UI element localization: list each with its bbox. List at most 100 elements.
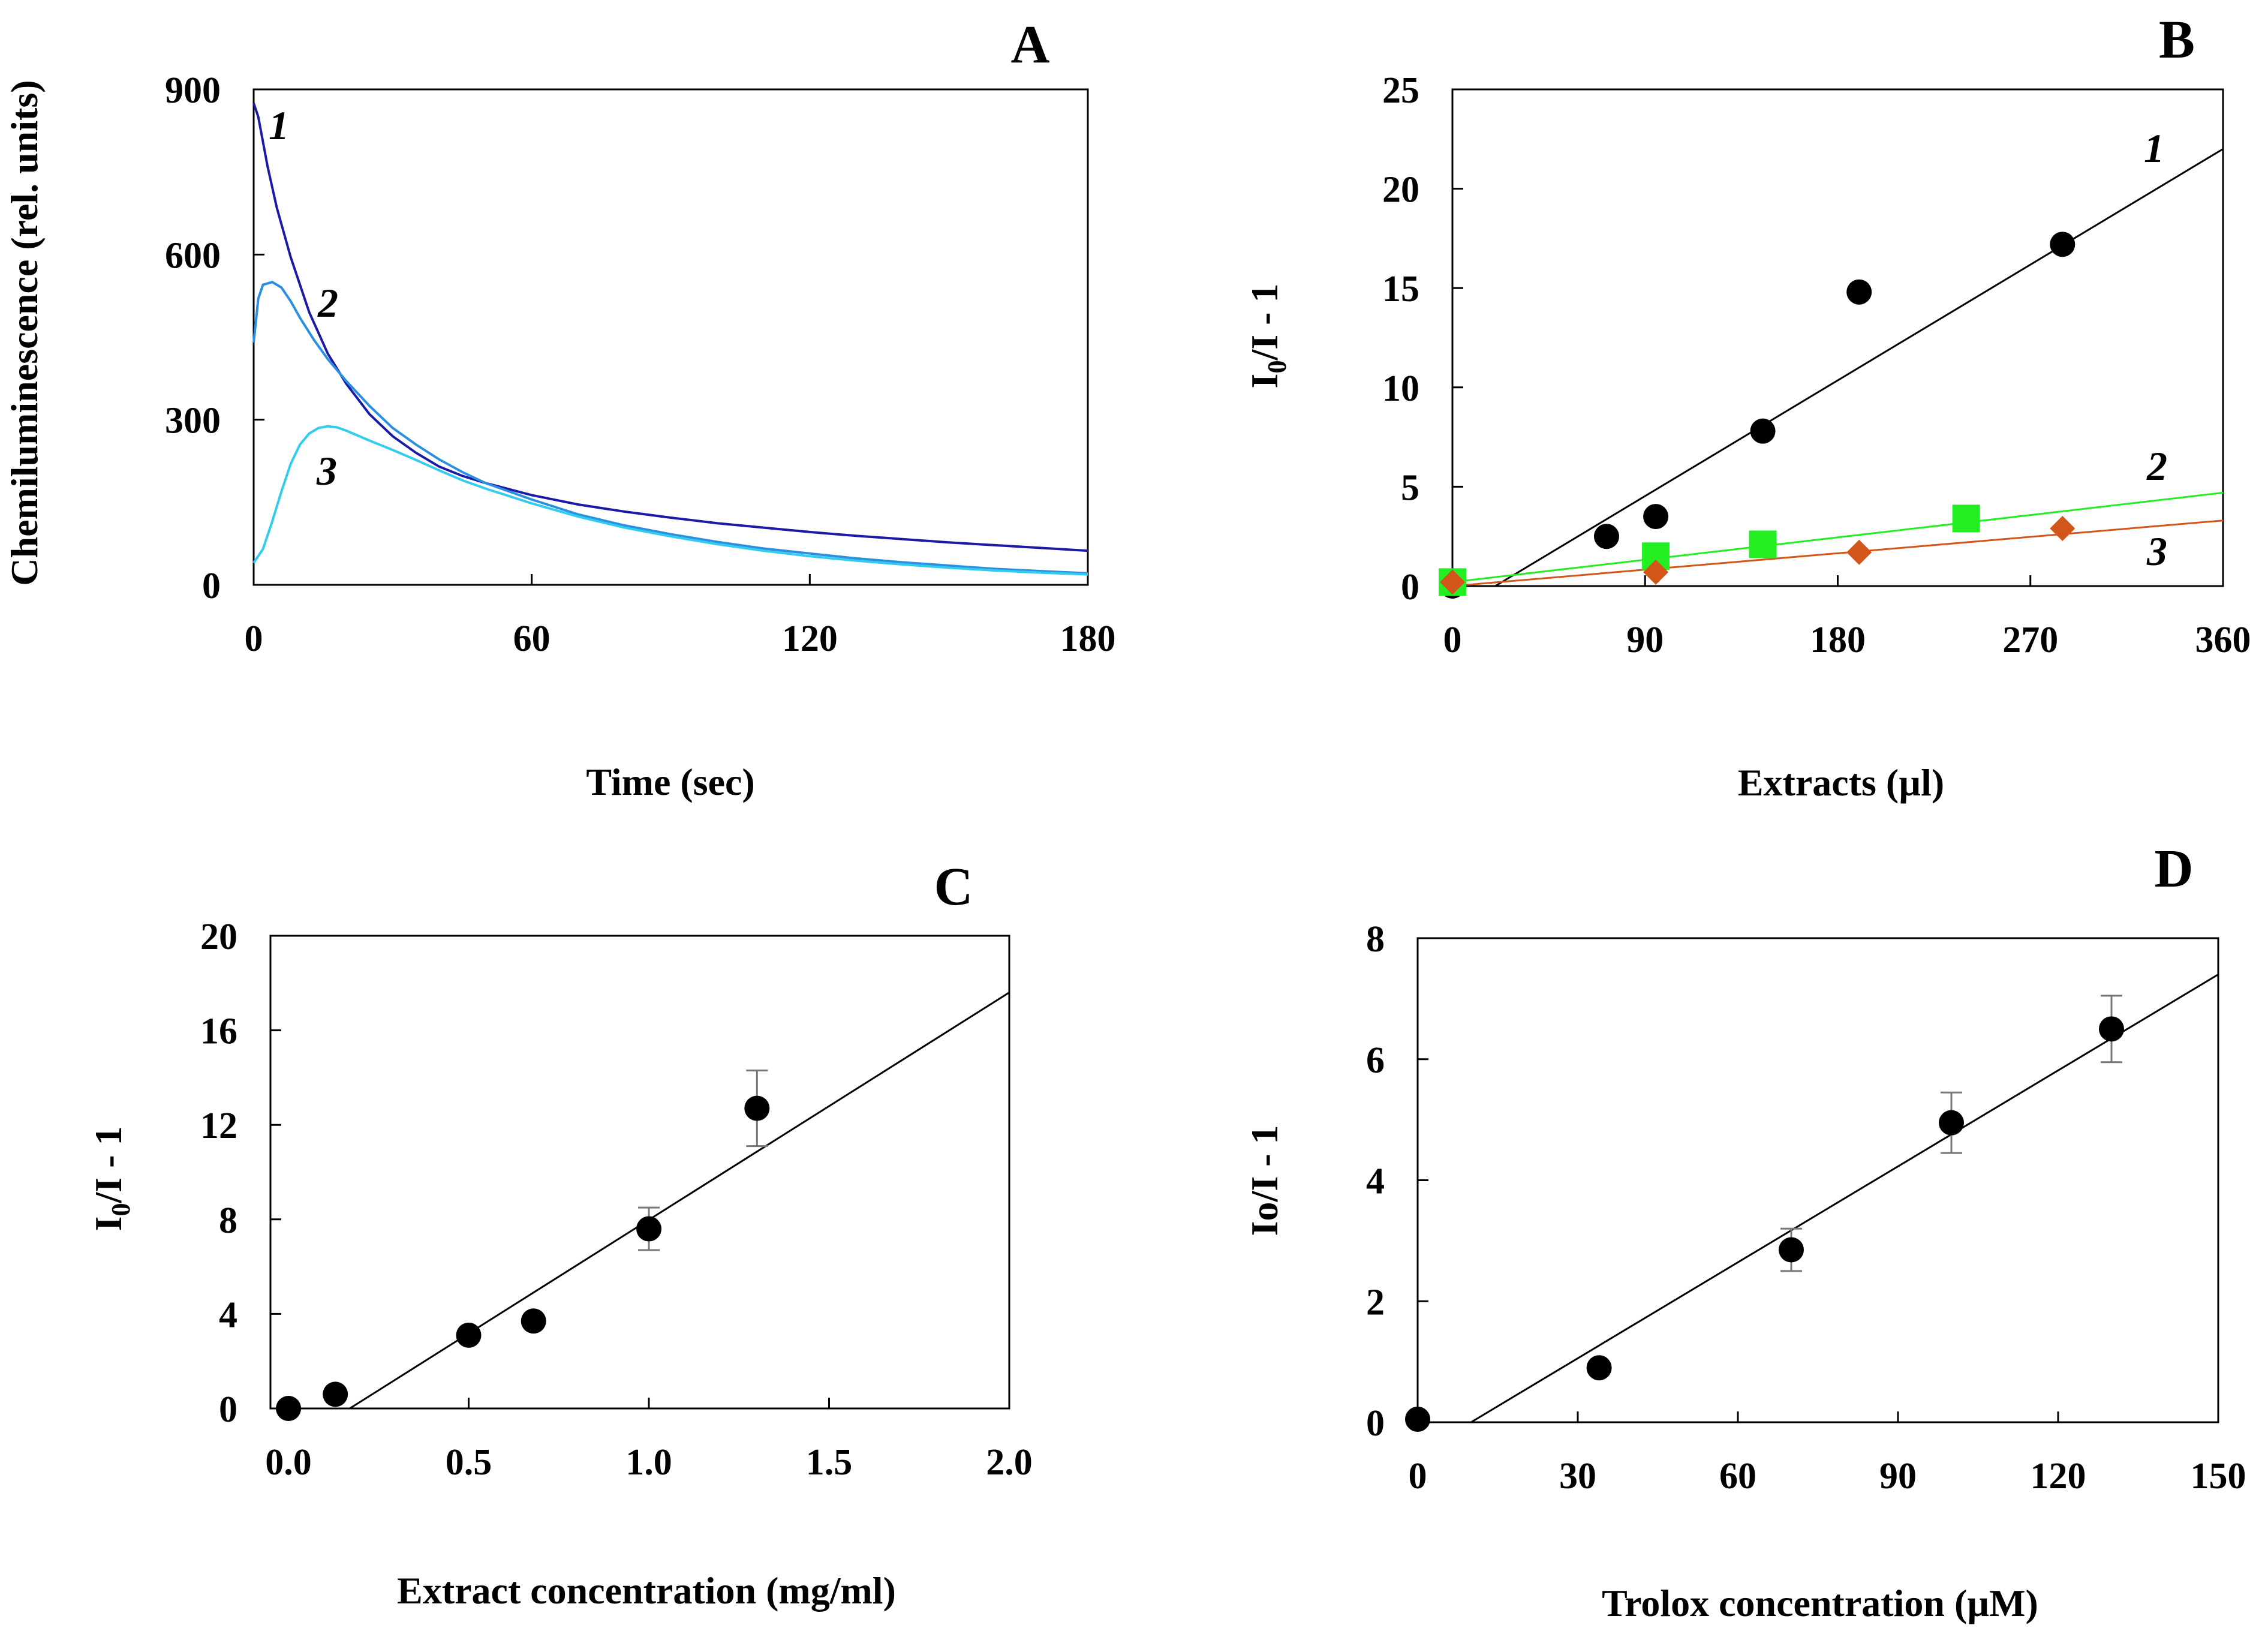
panel-c-x-tick-labels: 0.0 0.5 1.0 1.5 2.0 <box>265 1442 1032 1483</box>
a-y-tick-label: 0 <box>202 566 221 606</box>
b-x-tick-label: 90 <box>1626 620 1664 660</box>
b-y-tick-label: 25 <box>1382 70 1419 111</box>
panel-a-curve-label-1: 1 <box>269 103 289 148</box>
a-x-tick-label: 180 <box>1060 618 1116 659</box>
d-fit-line-data <box>1470 974 2219 1423</box>
panel-b-y-axis-title: I0/I - 1 <box>1243 284 1292 389</box>
panel-d-plot-frame <box>1416 937 2219 1423</box>
panel-c-markers <box>276 1070 770 1421</box>
a-curve-2 <box>252 281 1088 575</box>
c-point-data <box>744 1095 770 1121</box>
a-x-tick-label: 0 <box>245 618 263 659</box>
panel-b-curve-label-1: 1 <box>2144 125 2164 171</box>
panel-b-curve-label-3: 3 <box>2146 528 2167 574</box>
panel-a-letter: A <box>1011 15 1050 74</box>
panel-a-plot-frame <box>252 88 1089 586</box>
d-point-data <box>1779 1237 1804 1263</box>
panel-a-y-tick-labels: 0 300 600 900 <box>165 70 221 606</box>
d-x-tick-label: 30 <box>1559 1456 1596 1497</box>
d-point-data <box>1586 1355 1612 1381</box>
c-point-data <box>456 1322 482 1348</box>
a-y-tick-label: 600 <box>165 235 221 276</box>
c-x-tick-label: 0.0 <box>265 1442 312 1483</box>
d-point-data <box>2099 1016 2124 1042</box>
panel-b-fit-lines <box>1452 148 2224 587</box>
panel-a: 0 60 120 180 0 300 600 900 A Time (sec) Chemil… <box>3 15 1116 803</box>
d-x-tick-label: 150 <box>2191 1456 2246 1497</box>
d-x-tick-label: 0 <box>1409 1456 1427 1497</box>
c-point-data <box>636 1216 662 1242</box>
b-point-2 <box>1749 530 1777 558</box>
b-x-tick-label: 180 <box>1810 620 1866 660</box>
b-point-3 <box>1440 569 1465 595</box>
c-x-tick-label: 1.5 <box>806 1442 853 1483</box>
b-fit-line-3 <box>1452 519 2224 587</box>
b-point-1 <box>1750 418 1776 444</box>
a-curve-3 <box>252 425 1088 576</box>
b-fit-line-1 <box>1494 148 2224 587</box>
panel-d-x-tick-labels: 0 30 60 90 120 150 <box>1409 1456 2246 1497</box>
panel-d-y-axis-title: Io/I - 1 <box>1243 1125 1286 1236</box>
panel-c: 0.0 0.5 1.0 1.5 2.0 0 4 8 12 16 20 C Extract conc… <box>87 857 1033 1612</box>
b-fit-line-2 <box>1452 491 2224 583</box>
panel-b-curve-label-2: 2 <box>2146 443 2167 489</box>
d-point-data <box>1939 1110 1964 1136</box>
d-point-data <box>1405 1406 1430 1432</box>
c-x-tick-label: 2.0 <box>986 1442 1033 1483</box>
b-point-2 <box>1952 504 1980 533</box>
b-x-tick-label: 0 <box>1443 620 1462 660</box>
a-y-tick-label: 900 <box>165 70 221 111</box>
panel-a-curve-label-2: 2 <box>317 280 338 326</box>
panel-b-ticks <box>1451 88 2224 587</box>
c-y-tick-label: 20 <box>200 917 237 957</box>
panel-b-y-tick-labels: 0 5 10 15 20 25 <box>1382 70 1419 608</box>
b-point-1 <box>1594 524 1619 549</box>
d-x-tick-label: 120 <box>2031 1456 2086 1497</box>
a-y-tick-label: 300 <box>165 401 221 441</box>
panel-d-letter: D <box>2155 839 2194 899</box>
b-x-tick-label: 360 <box>2195 620 2251 660</box>
panel-c-y-axis-title: I0/I - 1 <box>87 1127 136 1231</box>
d-y-tick-label: 4 <box>1366 1161 1385 1202</box>
panel-a-x-axis-title: Time (sec) <box>586 761 754 803</box>
b-point-1 <box>1846 279 1872 305</box>
panel-a-curve-label-3: 3 <box>316 448 337 494</box>
b-y-tick-label: 0 <box>1401 567 1419 608</box>
panel-c-x-axis-title: Extract concentration (mg/ml) <box>397 1569 896 1612</box>
d-x-tick-label: 90 <box>1879 1456 1917 1497</box>
panel-a-x-tick-labels: 0 60 120 180 <box>245 618 1116 659</box>
c-y-tick-label: 4 <box>219 1294 237 1335</box>
panel-a-y-axis-title: Chemiluminescence (rel. units) <box>3 80 46 585</box>
panel-b-markers <box>1439 232 2076 599</box>
b-point-3 <box>1643 559 1669 585</box>
c-y-tick-label: 16 <box>200 1011 237 1052</box>
c-point-data <box>521 1308 546 1334</box>
d-y-tick-label: 0 <box>1366 1403 1385 1444</box>
a-x-tick-label: 120 <box>782 618 838 659</box>
b-x-tick-label: 270 <box>2002 620 2058 660</box>
panel-d-x-axis-title: Trolox concentration (µM) <box>1602 1582 2038 1624</box>
c-y-tick-label: 0 <box>219 1389 237 1430</box>
b-y-tick-label: 20 <box>1382 170 1419 211</box>
d-y-tick-label: 6 <box>1366 1040 1385 1081</box>
panel-c-fit-lines <box>349 992 1010 1410</box>
panel-d: 0 30 60 90 120 150 0 2 4 6 8 D Trolox concentrati… <box>1243 839 2246 1624</box>
panel-b-letter: B <box>2159 10 2195 70</box>
panel-b-x-tick-labels: 0 90 180 270 360 <box>1443 620 2251 660</box>
panel-a-ticks <box>252 88 1089 586</box>
c-point-data <box>276 1396 302 1421</box>
c-y-tick-label: 8 <box>219 1200 237 1241</box>
b-point-1 <box>1643 504 1669 530</box>
panel-a-curves <box>252 103 1088 576</box>
panel-b-x-axis-title: Extracts (µl) <box>1738 761 1944 804</box>
panel-d-y-tick-labels: 0 2 4 6 8 <box>1366 919 1385 1444</box>
c-y-tick-label: 12 <box>200 1106 237 1146</box>
panel-d-markers <box>1405 995 2124 1432</box>
a-curve-1 <box>252 103 1088 552</box>
panel-c-y-tick-labels: 0 4 8 12 16 20 <box>200 917 237 1430</box>
d-x-tick-label: 60 <box>1719 1456 1756 1497</box>
b-point-1 <box>2050 232 2076 257</box>
d-y-tick-label: 8 <box>1366 919 1385 960</box>
b-y-tick-label: 15 <box>1382 269 1419 310</box>
